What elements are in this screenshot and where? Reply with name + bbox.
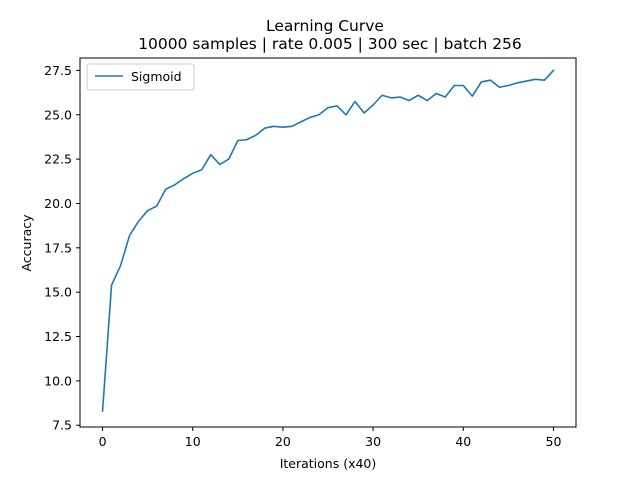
y-tick-label: 22.5 — [44, 152, 72, 167]
x-tick-label: 20 — [275, 434, 291, 449]
chart-title: Learning Curve — [266, 17, 384, 35]
y-axis-label: Accuracy — [19, 214, 34, 272]
y-tick-label: 25.0 — [44, 107, 72, 122]
x-tick-label: 40 — [455, 434, 471, 449]
y-tick-label: 20.0 — [44, 196, 72, 211]
plot-area-frame — [79, 57, 577, 428]
y-tick-label: 27.5 — [44, 63, 72, 78]
x-axis-ticks: 0 10 20 30 40 50 — [99, 427, 562, 449]
y-tick-label: 12.5 — [44, 329, 72, 344]
legend-label-sigmoid: Sigmoid — [131, 69, 182, 84]
y-tick-label: 15.0 — [44, 285, 72, 300]
x-tick-label: 10 — [185, 434, 201, 449]
x-tick-label: 30 — [365, 434, 381, 449]
y-tick-label: 17.5 — [44, 240, 72, 255]
x-axis-label: Iterations (x40) — [280, 456, 377, 471]
x-tick-label: 0 — [99, 434, 107, 449]
y-tick-label: 7.5 — [52, 418, 72, 433]
plot-content — [101, 69, 555, 412]
x-tick-label: 50 — [546, 434, 562, 449]
y-tick-label: 10.0 — [44, 373, 72, 388]
legend: Sigmoid — [86, 63, 195, 91]
chart-subtitle: 10000 samples | rate 0.005 | 300 sec | b… — [138, 35, 522, 53]
legend-box — [86, 63, 195, 91]
series-line-sigmoid — [101, 69, 555, 412]
y-axis-ticks: 7.5 10.0 12.5 15.0 17.5 20.0 22.5 25.0 27.5 — [44, 63, 80, 433]
